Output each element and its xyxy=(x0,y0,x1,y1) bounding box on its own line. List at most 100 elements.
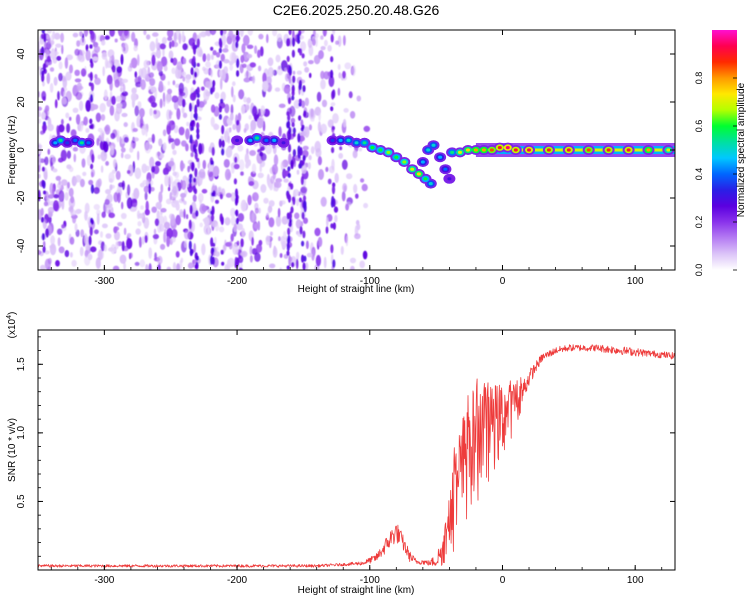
noise-streak xyxy=(89,58,93,64)
noise-blob xyxy=(149,41,156,52)
noise-blob xyxy=(163,65,168,72)
noise-blob xyxy=(141,236,145,245)
noise-blob xyxy=(266,212,269,218)
noise-blob xyxy=(303,61,308,67)
noise-blob xyxy=(150,86,157,93)
noise-blob xyxy=(213,106,220,117)
noise-blob xyxy=(232,124,237,131)
noise-blob xyxy=(152,233,159,240)
noise-blob xyxy=(305,240,309,250)
noise-blob xyxy=(278,103,286,109)
noise-blob xyxy=(144,141,152,154)
ridge-point-core xyxy=(450,150,455,154)
noise-blob xyxy=(279,253,283,258)
noise-blob xyxy=(332,113,339,124)
noise-blob xyxy=(358,147,363,152)
noise-blob xyxy=(200,31,207,38)
noise-blob xyxy=(363,202,369,209)
noise-blob xyxy=(266,33,269,44)
noise-blob xyxy=(236,223,243,231)
noise-streak xyxy=(196,127,200,135)
noise-streak xyxy=(196,98,200,108)
noise-blob xyxy=(262,80,269,92)
noise-blob xyxy=(112,265,120,270)
ridge-point-core xyxy=(466,148,470,152)
noise-blob xyxy=(163,231,167,243)
noise-blob xyxy=(137,54,140,66)
noise-blob xyxy=(183,200,187,205)
noise-blob xyxy=(45,228,49,238)
noise-blob xyxy=(218,226,225,233)
noise-blob xyxy=(152,32,159,37)
noise-streak xyxy=(193,177,197,183)
noise-blob xyxy=(156,48,161,59)
noise-streak xyxy=(286,250,290,256)
noise-blob xyxy=(86,154,92,166)
noise-streak xyxy=(286,242,290,252)
noise-blob xyxy=(182,112,188,119)
noise-blob xyxy=(301,100,306,109)
noise-blob xyxy=(304,66,310,73)
noise-blob xyxy=(205,91,211,97)
noise-blob xyxy=(232,94,236,103)
noise-blob xyxy=(363,125,371,132)
noise-blob xyxy=(98,249,103,261)
noise-blob xyxy=(160,208,167,213)
noise-blob xyxy=(232,243,239,256)
ridge-point-core xyxy=(248,138,253,142)
noise-blob xyxy=(78,121,84,132)
noise-blob xyxy=(181,106,185,114)
noise-streak xyxy=(189,102,193,113)
noise-blob xyxy=(293,189,300,197)
noise-streak xyxy=(291,122,295,128)
noise-blob xyxy=(296,169,300,175)
noise-blob xyxy=(271,164,278,175)
noise-blob xyxy=(40,264,46,270)
noise-blob xyxy=(111,95,116,105)
noise-blob xyxy=(269,263,276,269)
noise-blob xyxy=(66,150,71,159)
noise-streak xyxy=(188,182,192,189)
noise-blob xyxy=(243,34,250,46)
noise-blob xyxy=(164,174,169,187)
noise-blob xyxy=(137,213,144,219)
noise-blob xyxy=(133,45,138,52)
noise-blob xyxy=(92,56,99,61)
noise-blob xyxy=(181,140,187,147)
noise-blob xyxy=(185,74,192,80)
noise-blob xyxy=(97,127,103,133)
noise-blob xyxy=(96,137,100,146)
noise-blob xyxy=(81,158,86,168)
spectrogram-ylabel: Frequency (Hz) xyxy=(7,116,18,185)
noise-streak xyxy=(41,166,46,172)
noise-blob xyxy=(219,77,223,90)
noise-streak xyxy=(332,222,336,230)
noise-blob xyxy=(93,187,100,194)
noise-streak xyxy=(218,114,222,120)
snr-xlabel: Height of straight line (km) xyxy=(298,585,415,596)
noise-blob xyxy=(356,95,362,102)
noise-blob xyxy=(176,263,180,270)
noise-streak xyxy=(302,262,306,270)
noise-streak xyxy=(331,147,335,154)
noise-blob xyxy=(66,164,72,170)
noise-blob xyxy=(256,117,264,129)
noise-blob xyxy=(151,133,155,144)
svg-text:(x104): (x104) xyxy=(6,312,18,339)
noise-blob xyxy=(308,72,312,79)
noise-blob xyxy=(137,221,142,227)
noise-streak xyxy=(287,143,292,153)
noise-blob xyxy=(72,146,79,152)
noise-blob xyxy=(251,163,257,174)
noise-blob xyxy=(129,62,133,69)
noise-blob xyxy=(79,37,86,46)
noise-streak xyxy=(193,113,197,119)
noise-streak xyxy=(297,133,301,143)
snr-x-axis: -300 -200 -100 0 100 xyxy=(50,330,663,586)
noise-streak xyxy=(287,235,291,244)
noise-blob xyxy=(72,32,79,38)
noise-streak xyxy=(291,262,295,268)
noise-blob xyxy=(136,118,140,128)
noise-blob xyxy=(109,30,115,37)
noise-blob xyxy=(275,181,282,188)
